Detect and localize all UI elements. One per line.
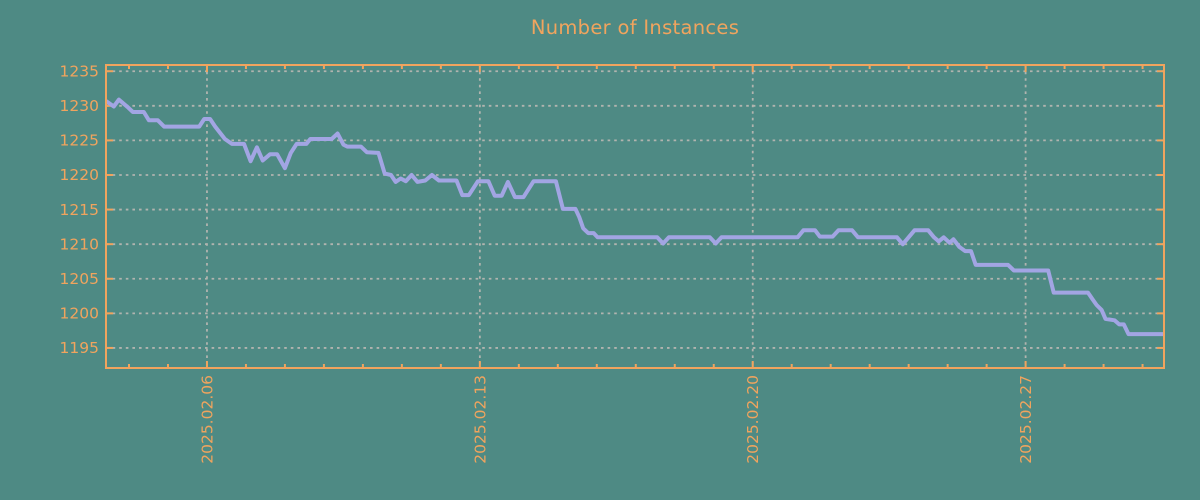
y-tick-label: 1220 — [60, 166, 99, 184]
y-tick-label: 1215 — [60, 201, 99, 219]
y-tick-label: 1205 — [60, 270, 99, 288]
y-tick-label: 1235 — [60, 62, 99, 80]
x-tick-label: 2025.02.13 — [471, 375, 489, 464]
x-tick-label: 2025.02.27 — [1017, 375, 1035, 464]
y-tick-label: 1200 — [60, 305, 99, 323]
plot-border — [105, 64, 1165, 369]
y-tick-label: 1195 — [60, 339, 99, 357]
data-line — [104, 97, 1164, 337]
y-tick-label: 1225 — [60, 132, 99, 150]
chart-title: Number of Instances — [530, 16, 740, 39]
x-tick-label: 2025.02.06 — [198, 375, 216, 464]
y-tick-label: 1230 — [60, 97, 99, 115]
x-tick-label: 2025.02.20 — [744, 375, 762, 464]
y-tick-label: 1210 — [60, 235, 99, 253]
